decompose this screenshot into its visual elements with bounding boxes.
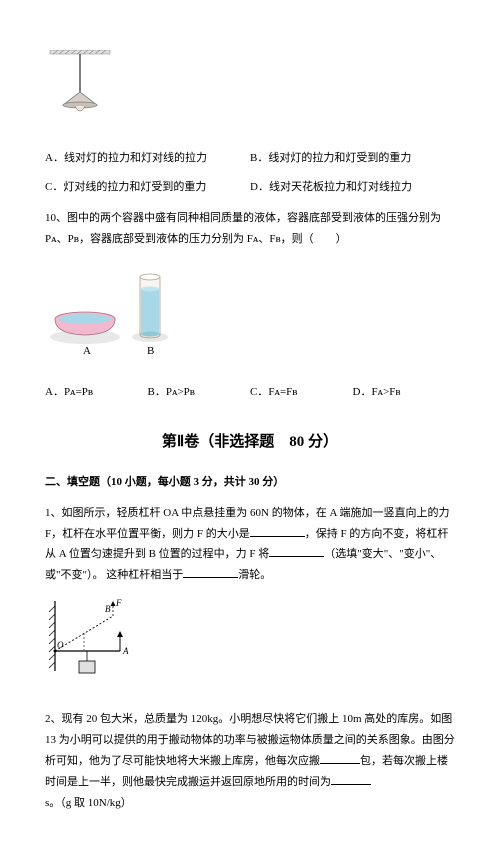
q9-option-b: B．线对灯的拉力和灯受到的重力 [250,148,455,169]
q9-lamp-figure [45,50,455,133]
q10-option-b: B．Pᴀ>Pʙ [148,382,251,403]
fill-blank-title: 二、填空题（10 小题，每小题 3 分，共计 30 分） [45,472,455,493]
label-a: A [83,345,91,357]
f1-blank2 [269,547,324,558]
f2-blank1 [320,753,360,764]
wall-hatch [49,606,55,668]
q9-option-c: C．灯对线的拉力和灯受到的重力 [45,177,250,198]
q9-options-row1: A．线对灯的拉力和灯对线的拉力 B．线对灯的拉力和灯受到的重力 [45,148,455,169]
f2-blank2 [331,774,371,785]
q10-option-c: C．Fᴀ=Fʙ [250,382,353,403]
beaker-liquid-top [141,287,159,292]
f2-text: 2、现有 20 包大米，总质量为 120kg。小明想尽快将它们搬上 10m 高处… [45,709,455,813]
label-b2: B [105,604,111,614]
ceiling [50,50,110,54]
lever-svg: O A B F [45,596,145,686]
vessels-svg: A B [45,259,205,359]
q10-vessels-figure: A B [45,259,455,367]
dish-liquid [59,314,111,324]
q10-option-a: A．Pᴀ=Pʙ [45,382,148,403]
force-f-arrow [117,631,123,637]
lamp-bulb [75,106,85,111]
beaker-rim [140,274,160,280]
q10-options-row: A．Pᴀ=Pʙ B．Pᴀ>Pʙ C．Fᴀ=Fʙ D．Fᴀ>Fʙ [45,382,455,403]
f1-blank3 [183,567,238,578]
f1-lever-figure: O A B F [45,596,455,694]
q9-option-a: A．线对灯的拉力和灯对线的拉力 [45,148,250,169]
label-f: F [115,598,122,608]
label-a: A [122,646,129,656]
force-fb-arrow [111,601,116,606]
f2-p3: s。（g 取 10N/kg） [45,797,132,809]
beaker-liquid-bot [141,332,159,337]
label-b: B [147,345,154,357]
f1-blank1 [250,526,305,537]
q9-option-d: D．线对天花板拉力和灯对线拉力 [250,177,455,198]
beaker-liquid [141,289,159,334]
section2-title: 第Ⅱ卷（非选择题 80 分） [45,428,455,457]
q10-text: 10、图中的两个容器中盛有同种相同质量的液体，容器底部受到液体的压强分别为 Pᴀ… [45,208,455,250]
lamp-svg [45,50,115,125]
f1-text: 1、如图所示，轻质杠杆 OA 中点悬挂重为 60N 的物体，在 A 端施加一竖直… [45,503,455,587]
label-o: O [57,640,64,650]
weight-block [79,661,95,673]
q10-option-d: D．Fᴀ>Fʙ [353,382,456,403]
q9-options-row2: C．灯对线的拉力和灯受到的重力 D．线对天花板拉力和灯对线拉力 [45,177,455,198]
f1-p4: 滑轮。 [238,569,271,581]
